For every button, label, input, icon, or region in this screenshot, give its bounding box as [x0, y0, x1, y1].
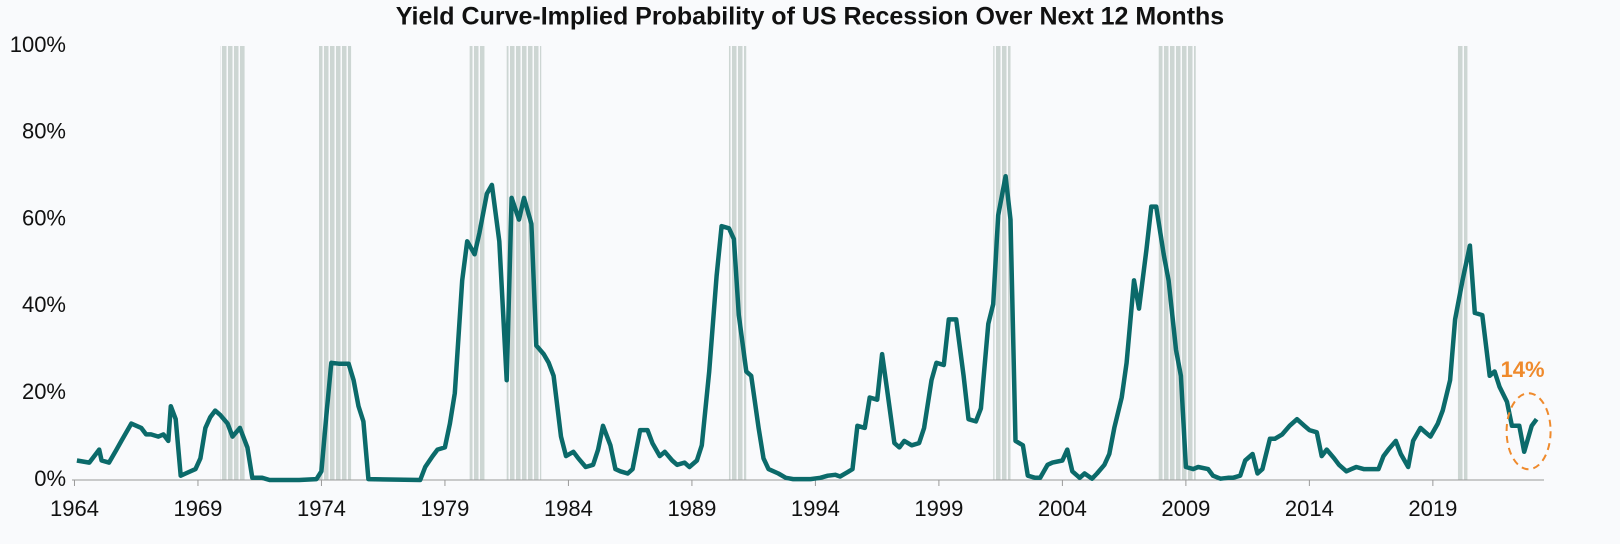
y-tick-label: 60%: [22, 205, 66, 230]
x-tick-label: 2009: [1161, 496, 1210, 521]
x-tick-label: 1979: [420, 496, 469, 521]
y-tick-label: 0%: [34, 466, 66, 491]
y-tick-label: 100%: [10, 32, 66, 57]
recession-stripes: [1457, 46, 1468, 480]
x-tick-label: 2014: [1285, 496, 1334, 521]
series-line: [76, 173, 1539, 483]
y-tick-label: 20%: [22, 379, 66, 404]
chart-title: Yield Curve-Implied Probability of US Re…: [396, 3, 1224, 31]
x-tick-label: 1994: [791, 496, 840, 521]
recession-stripes: [318, 46, 352, 480]
recession-stripes: [220, 46, 245, 480]
y-tick-label: 40%: [22, 292, 66, 317]
x-tick-label: 2019: [1408, 496, 1457, 521]
recession-stripes: [506, 46, 542, 480]
annotation-label: 14%: [1501, 357, 1545, 382]
recession-stripes: [469, 46, 485, 480]
recession-stripes: [993, 46, 1011, 480]
x-tick-label: 2004: [1038, 496, 1087, 521]
x-tick-label: 1984: [544, 496, 593, 521]
x-tick-label: 1974: [297, 496, 346, 521]
x-tick-label: 1964: [50, 496, 99, 521]
annotation-ellipse: [1505, 392, 1552, 471]
x-tick-label: 1999: [914, 496, 963, 521]
x-tick-label: 1969: [173, 496, 222, 521]
x-tick-label: 1989: [667, 496, 716, 521]
y-tick-label: 80%: [22, 119, 66, 144]
